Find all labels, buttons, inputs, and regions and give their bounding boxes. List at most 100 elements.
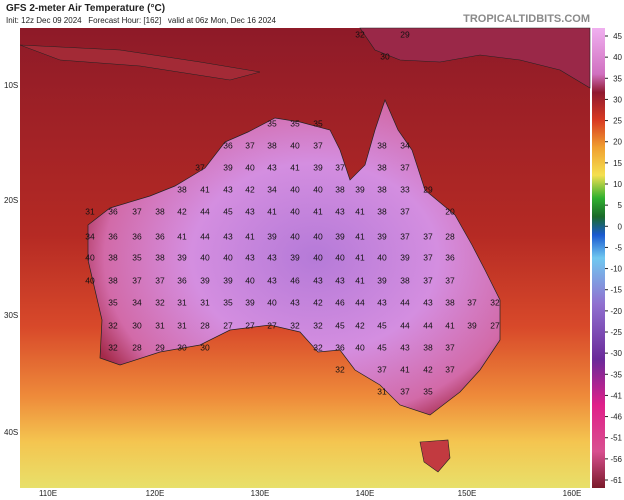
temperature-label: 31 — [377, 386, 387, 396]
temperature-label: 37 — [132, 206, 142, 216]
temperature-label: 38 — [377, 184, 387, 194]
temperature-label: 30 — [200, 342, 210, 352]
temperature-label: 44 — [400, 320, 410, 330]
temperature-label: 28 — [200, 320, 210, 330]
temperature-label: 41 — [245, 231, 255, 241]
colorbar-tick-label: -10 — [610, 265, 622, 274]
colorbar-tick-label: -20 — [610, 307, 622, 316]
temperature-label: 39 — [200, 275, 210, 285]
temperature-label: 39 — [267, 231, 277, 241]
temperature-labels: 32 30 29 35 35 35 36 37 38 40 37 38 34 37 39 40 43 41 39 37… — [85, 29, 500, 396]
temperature-label: 45 — [335, 320, 345, 330]
temperature-label: 40 — [200, 252, 210, 262]
temperature-label: 37 — [400, 386, 410, 396]
colorbar-tick-label: -25 — [610, 328, 622, 337]
temperature-label: 41 — [267, 206, 277, 216]
temperature-label: 38 — [335, 184, 345, 194]
temperature-label: 32 — [108, 342, 118, 352]
temperature-label: 41 — [445, 320, 455, 330]
temperature-label: 29 — [423, 184, 433, 194]
temperature-label: 37 — [423, 275, 433, 285]
temperature-label: 41 — [355, 206, 365, 216]
temperature-label: 27 — [490, 320, 500, 330]
lon-label: 140E — [356, 489, 375, 498]
temperature-label: 34 — [85, 231, 95, 241]
temperature-label: 30 — [132, 320, 142, 330]
temperature-label: 38 — [423, 342, 433, 352]
temperature-label: 39 — [313, 162, 323, 172]
temperature-label: 32 — [155, 297, 165, 307]
colorbar-tick-label: -41 — [610, 391, 622, 400]
lon-label: 150E — [458, 489, 477, 498]
temperature-label: 38 — [377, 206, 387, 216]
new-guinea — [359, 27, 591, 89]
temperature-label: 37 — [400, 162, 410, 172]
temperature-label: 42 — [313, 297, 323, 307]
temperature-label: 43 — [223, 231, 233, 241]
temperature-label: 37 — [445, 342, 455, 352]
temperature-label: 40 — [290, 206, 300, 216]
temperature-label: 36 — [108, 206, 118, 216]
temperature-label: 43 — [245, 252, 255, 262]
title: GFS 2-meter Air Temperature (°C) — [6, 3, 165, 14]
colorbar-tick-label: -51 — [610, 434, 622, 443]
temperature-label: 40 — [245, 162, 255, 172]
temperature-label: 40 — [313, 252, 323, 262]
temperature-label: 38 — [377, 162, 387, 172]
temperature-label: 33 — [400, 184, 410, 194]
temperature-label: 32 — [313, 342, 323, 352]
temperature-label: 43 — [245, 206, 255, 216]
australia — [87, 99, 501, 416]
temperature-label: 35 — [132, 252, 142, 262]
colorbar-tick-label: 5 — [618, 201, 623, 210]
temperature-label: 35 — [267, 118, 277, 128]
temperature-label: 35 — [223, 297, 233, 307]
temperature-label: 37 — [467, 297, 477, 307]
site-credit: TROPICALTIDBITS.COM — [463, 13, 590, 25]
temperature-label: 41 — [177, 231, 187, 241]
lon-label: 110E — [39, 489, 57, 498]
temperature-label: 43 — [223, 184, 233, 194]
temperature-label: 37 — [423, 252, 433, 262]
temperature-label: 46 — [335, 297, 345, 307]
temperature-label: 40 — [223, 252, 233, 262]
temperature-label: 38 — [445, 297, 455, 307]
temperature-label: 36 — [108, 231, 118, 241]
temperature-label: 43 — [335, 275, 345, 285]
colorbar-tick-label: -46 — [610, 413, 622, 422]
colorbar-tick-label: -15 — [610, 286, 622, 295]
temperature-label: 38 — [155, 206, 165, 216]
temperature-label: 37 — [423, 231, 433, 241]
temperature-label: 30 — [177, 342, 187, 352]
temperature-label: 39 — [223, 275, 233, 285]
temperature-label: 36 — [132, 231, 142, 241]
colorbar-tick-label: 40 — [613, 53, 622, 62]
temperature-label: 32 — [290, 320, 300, 330]
temperature-label: 40 — [245, 275, 255, 285]
temperature-label: 39 — [467, 320, 477, 330]
colorbar-tick-label: -56 — [610, 455, 622, 464]
lon-label: 120E — [146, 489, 165, 498]
temperature-label: 44 — [355, 297, 365, 307]
temperature-label: 42 — [245, 184, 255, 194]
temperature-label: 32 — [108, 320, 118, 330]
temperature-label: 32 — [335, 364, 345, 374]
colorbar-tick-label: 25 — [613, 117, 622, 126]
temperature-label: 38 — [108, 252, 118, 262]
temperature-label: 41 — [290, 162, 300, 172]
temperature-label: 37 — [445, 275, 455, 285]
temperature-label: 40 — [267, 297, 277, 307]
colorbar-tick-label: -30 — [610, 349, 622, 358]
temperature-label: 29 — [155, 342, 165, 352]
temperature-label: 41 — [313, 206, 323, 216]
temperature-label: 41 — [355, 275, 365, 285]
temperature-label: 43 — [267, 252, 277, 262]
temperature-label: 37 — [400, 206, 410, 216]
temperature-label: 44 — [423, 320, 433, 330]
temperature-label: 40 — [290, 231, 300, 241]
temperature-label: 44 — [400, 297, 410, 307]
temperature-label: 40 — [377, 252, 387, 262]
temperature-label: 37 — [377, 364, 387, 374]
colorbar-tick-label: 45 — [613, 32, 622, 41]
